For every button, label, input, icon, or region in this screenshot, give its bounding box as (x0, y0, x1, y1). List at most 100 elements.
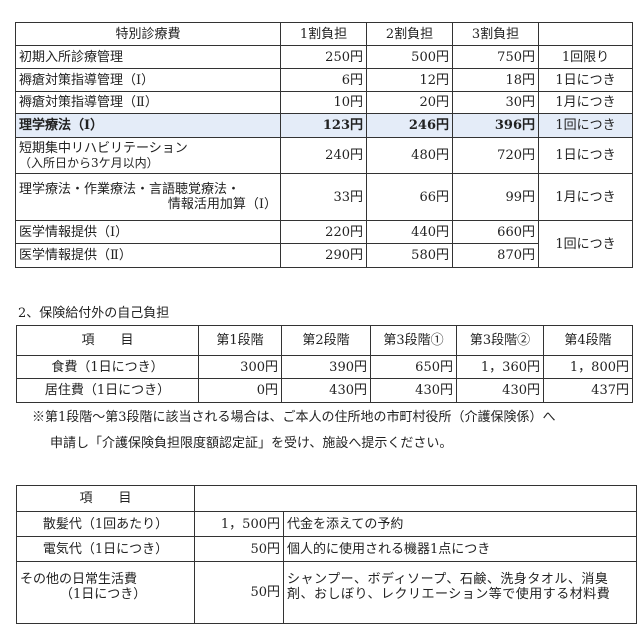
fee-2: 500円 (366, 45, 453, 69)
fee-1: 220円 (280, 220, 367, 244)
unit-note: 1月につき (538, 91, 633, 114)
value-cell: 650円 (370, 355, 457, 379)
header-cell: 第3段階① (370, 325, 457, 356)
unit-note: 1日につき (538, 68, 633, 92)
value-cell: 1，360円 (456, 355, 544, 379)
special-medical-fee-table: 特別診療費 1割負担 2割負担 3割負担 初期入所診療管理 250円 500円 750… (15, 22, 633, 268)
fee-1: 10円 (280, 91, 367, 114)
item-name: 短期集中リハビリテーション （入所日から3ケ月以内） (15, 137, 281, 174)
header-cell: 3割負担 (452, 22, 539, 46)
item-name: 電気代（1日につき） (16, 536, 195, 562)
fee-2: 66円 (366, 173, 453, 221)
item-name: 褥瘡対策指導管理（Ⅱ） (15, 91, 281, 114)
header-cell-empty (194, 485, 637, 512)
item-name-line: 理学療法・作業療法・言語聴覚療法・ (19, 182, 241, 197)
unit-note: 1月につき (538, 173, 633, 221)
table-row-highlighted: 理学療法（Ⅰ） 123円 246円 396円 1回につき (15, 113, 633, 138)
table-row: 医学情報提供（Ⅱ） 290円 580円 870円 (15, 243, 633, 268)
value-cell: 430円 (456, 378, 544, 403)
fee-3: 18円 (452, 68, 539, 92)
value-cell: 300円 (198, 355, 282, 379)
table-row: 電気代（1日につき） 50円 個人的に使用される機器1点につき (16, 536, 637, 562)
header-cell: 特別診療費 (15, 22, 281, 46)
unit-note: 1回につき (538, 113, 633, 138)
header-cell: 項 目 (16, 485, 195, 512)
value-cell: 437円 (543, 378, 633, 403)
fee-1: 6円 (280, 68, 367, 92)
fee-3: 396円 (452, 113, 539, 138)
fee-1: 290円 (280, 243, 367, 268)
item-name-line: その他の日常生活費 (20, 572, 138, 587)
table-row: 褥瘡対策指導管理（Ⅱ） 10円 20円 30円 1月につき (15, 91, 633, 114)
header-cell: 1割負担 (280, 22, 367, 46)
item-name-line: 短期集中リハビリテーション (19, 140, 188, 156)
item-name: 居住費（1日につき） (16, 378, 199, 403)
fee-3: 660円 (452, 220, 539, 244)
value-cell: 430円 (281, 378, 371, 403)
table-row: 理学療法・作業療法・言語聴覚療法・ 情報活用加算（Ⅰ） 33円 66円 99円 1月につき (15, 173, 633, 221)
unit-note: 1日につき (538, 137, 633, 174)
fee-3: 30円 (452, 91, 539, 114)
fee-1: 250円 (280, 45, 367, 69)
table-row: 短期集中リハビリテーション （入所日から3ケ月以内） 240円 480円 720円 1日に… (15, 137, 633, 174)
header-cell: 2割負担 (366, 22, 453, 46)
fee-2: 246円 (366, 113, 453, 138)
note-line-1: ※第1段階～第3段階に該当される場合は、ご本人の住所地の市町村役所（介護保険係）… (32, 410, 556, 425)
header-cell: 第3段階② (456, 325, 544, 356)
fee-3: 750円 (452, 45, 539, 69)
header-cell: 第1段階 (198, 325, 282, 356)
fee-2: 12円 (366, 68, 453, 92)
daily-expense-table: 項 目 散髪代（1回あたり） 1，500円 代金を添えての予約 電気代（1日につき）… (16, 485, 637, 624)
table-header-row: 特別診療費 1割負担 2割負担 3割負担 (15, 22, 633, 46)
header-cell (538, 22, 633, 46)
item-name: 食費（1日につき） (16, 355, 199, 379)
price: 1，500円 (194, 511, 284, 537)
value-cell: 1，800円 (543, 355, 633, 379)
unit-note: 1回につき (538, 220, 633, 268)
fee-3: 720円 (452, 137, 539, 174)
item-name: 理学療法（Ⅰ） (15, 113, 281, 138)
fee-2: 480円 (366, 137, 453, 174)
item-name: 理学療法・作業療法・言語聴覚療法・ 情報活用加算（Ⅰ） (15, 173, 281, 221)
price: 50円 (194, 536, 284, 562)
fee-2: 20円 (366, 91, 453, 114)
fee-3: 99円 (452, 173, 539, 221)
item-name-sub: （入所日から3ケ月以内） (19, 155, 159, 170)
item-name: 医学情報提供（Ⅰ） (15, 220, 281, 244)
table-header-row: 項 目 (16, 485, 637, 512)
fee-1: 240円 (280, 137, 367, 174)
self-pay-table: 項 目 第1段階 第2段階 第3段階① 第3段階② 第4段階 食費（1日につき）… (16, 325, 633, 403)
fee-1: 123円 (280, 113, 367, 138)
table-row: 医学情報提供（Ⅰ） 220円 440円 660円 1回につき (15, 220, 633, 268)
table-row: 居住費（1日につき） 0円 430円 430円 430円 437円 (16, 378, 633, 403)
fee-2: 580円 (366, 243, 453, 268)
value-cell: 390円 (281, 355, 371, 379)
note-line-2: 申請し「介護保険負担限度額認定証」を受け、施設へ提示ください。 (50, 436, 453, 451)
item-name: 初期入所診療管理 (15, 45, 281, 69)
item-name: 散髪代（1回あたり） (16, 511, 195, 537)
item-name-sub: （1日につき） (60, 587, 147, 602)
value-cell: 0円 (198, 378, 282, 403)
value-cell: 430円 (370, 378, 457, 403)
header-cell: 第4段階 (543, 325, 633, 356)
header-cell: 項 目 (16, 325, 199, 356)
price: 50円 (194, 561, 284, 624)
fee-1: 33円 (280, 173, 367, 221)
table-header-row: 項 目 第1段階 第2段階 第3段階① 第3段階② 第4段階 (16, 325, 633, 356)
item-name: その他の日常生活費 （1日につき） (16, 561, 195, 624)
description: 個人的に使用される機器1点につき (283, 536, 637, 562)
fee-3: 870円 (452, 243, 539, 268)
table-row: 褥瘡対策指導管理（Ⅰ） 6円 12円 18円 1日につき (15, 68, 633, 92)
item-name: 医学情報提供（Ⅱ） (15, 243, 281, 268)
table-row: その他の日常生活費 （1日につき） 50円 シャンプー、ボディソープ、石鹸、洗身タオル… (16, 561, 637, 624)
section-title: 2、保険給付外の自己負担 (18, 306, 170, 321)
table-row: 食費（1日につき） 300円 390円 650円 1，360円 1，800円 (16, 355, 633, 379)
item-name-sub: 情報活用加算（Ⅰ） (167, 197, 277, 212)
description: 代金を添えての予約 (283, 511, 637, 537)
item-name: 褥瘡対策指導管理（Ⅰ） (15, 68, 281, 92)
table-row: 散髪代（1回あたり） 1，500円 代金を添えての予約 (16, 511, 637, 537)
fee-2: 440円 (366, 220, 453, 244)
description: シャンプー、ボディソープ、石鹸、洗身タオル、消臭剤、おしぼり、レクリエーション等… (283, 561, 637, 624)
table-row: 初期入所診療管理 250円 500円 750円 1回限り (15, 45, 633, 69)
unit-note: 1回限り (538, 45, 633, 69)
